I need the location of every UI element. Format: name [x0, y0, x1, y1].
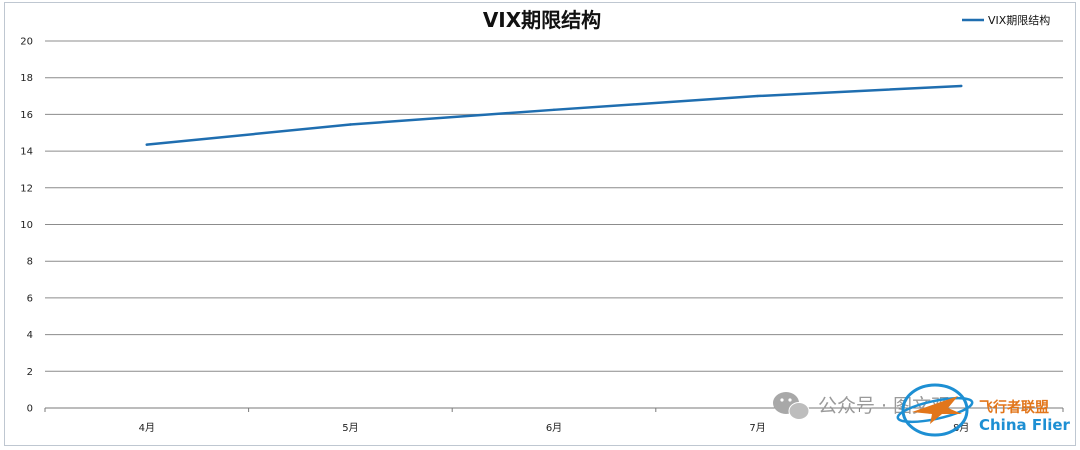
- data-point: [960, 84, 963, 88]
- data-point: [145, 143, 148, 146]
- watermark-brand-en: China Flier: [979, 416, 1071, 434]
- watermark: 公众号 · 图文观 飞行者联盟 China Flier: [773, 383, 1071, 437]
- chart-title: VIX期限结构: [483, 8, 601, 32]
- y-tick-label: 12: [20, 183, 33, 194]
- series-line-0: [145, 84, 963, 146]
- y-tick-label: 2: [27, 367, 33, 378]
- x-tick-label: 4月: [139, 422, 155, 434]
- x-tick-labels: 4月 5月 6月 7月 8月: [139, 422, 970, 434]
- wechat-icon: [773, 392, 810, 420]
- y-tick-label: 4: [27, 330, 33, 341]
- legend: VIX期限结构: [962, 13, 1050, 27]
- y-tick-labels: 0 2 4 6 8 10 12 14 16 18 20: [20, 37, 33, 415]
- plane-logo-icon: [896, 383, 974, 437]
- y-tick-label: 0: [27, 404, 33, 415]
- y-tick-label: 18: [20, 73, 33, 84]
- y-tick-label: 10: [20, 220, 33, 231]
- legend-label: VIX期限结构: [988, 13, 1050, 27]
- x-tick-label: 8月: [953, 422, 969, 434]
- series-layer: [145, 84, 963, 146]
- y-tick-label: 16: [20, 110, 33, 121]
- gridlines: [44, 40, 1064, 412]
- y-tick-label: 8: [27, 257, 33, 268]
- watermark-brand-cn: 飞行者联盟: [979, 399, 1049, 416]
- data-point: [552, 108, 556, 112]
- x-tick-label: 7月: [749, 422, 765, 434]
- data-point: [349, 123, 352, 126]
- y-tick-label: 14: [20, 147, 33, 158]
- y-tick-label: 20: [20, 37, 33, 48]
- x-tick-label: 5月: [342, 422, 358, 434]
- data-point: [756, 94, 759, 98]
- x-tick-label: 6月: [546, 422, 562, 434]
- y-tick-label: 6: [27, 293, 33, 304]
